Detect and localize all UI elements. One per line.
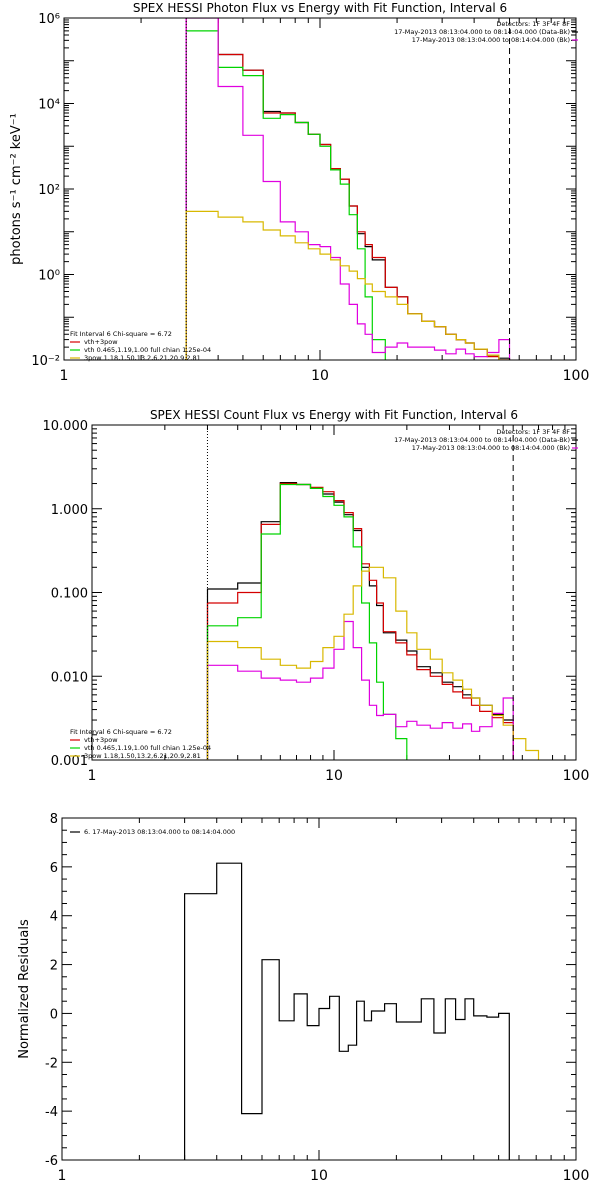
x-tick-label: 10: [325, 768, 343, 784]
series-line-3: [185, 30, 386, 360]
legend-header: Fit Interval 6 Chi-square = 6.72: [70, 728, 172, 736]
y-tick-label: 1.000: [51, 503, 88, 518]
y-tick-label: 0.100: [51, 587, 88, 602]
x-tick-label: 10: [310, 1168, 328, 1184]
legend-entry: 3pow 1.18,1.50,13.2,6.21,20.9,2.81: [84, 354, 201, 362]
series-line-5: [206, 566, 540, 760]
legend-entry: 3pow 1.18,1.50,13.2,6.21,20.9,2.81: [84, 752, 201, 760]
chart-panel-1: SPEX HESSI Photon Flux vs Energy with Fi…: [9, 1, 589, 384]
info-line: 17-May-2013 08:13:04.000 to 08:14:04.000…: [394, 28, 570, 36]
y-tick-label: 10.000: [43, 419, 89, 434]
info-line: 17-May-2013 08:13:04.000 to 08:14:04.000…: [394, 436, 570, 444]
legend-entry: vth+3pow: [84, 736, 118, 744]
info-line: 17-May-2013 08:13:04.000 to 08:14:04.000…: [412, 36, 570, 44]
series-line-1: [184, 862, 510, 1160]
y-axis-label: Normalized Residuals: [17, 919, 32, 1059]
legend-header: Fit Interval 6 Chi-square = 6.72: [70, 330, 172, 338]
info-line: Detectors: 1F 3F 4F 8F: [496, 428, 570, 436]
y-tick-label: 0: [50, 1007, 58, 1022]
series-line-2: [206, 482, 514, 760]
x-tick-label: 100: [563, 368, 590, 384]
series-line-4: [185, 18, 511, 360]
y-tick-label: 0.010: [51, 670, 88, 685]
info-line: Detectors: 1F 3F 4F 8F: [496, 20, 570, 28]
series-line-5: [185, 210, 511, 360]
series-line-1: [185, 18, 511, 360]
series-line-1: [206, 482, 514, 760]
chart-panel-3: 1 10 100 -6 -4 -2 0 2 4 6 8 Normalized Residuals 6. …: [17, 812, 590, 1184]
plot-frame: [91, 424, 577, 761]
y-tick-label: -4: [45, 1105, 58, 1120]
y-tick-label: 0.001: [51, 754, 88, 769]
chart-panel-2: SPEX HESSI Count Flux vs Energy with Fit…: [43, 408, 590, 784]
y-axis-label: photons s⁻¹ cm⁻² keV⁻¹: [9, 113, 24, 265]
chart-title: SPEX HESSI Photon Flux vs Energy with Fi…: [133, 1, 507, 15]
chart-title: SPEX HESSI Count Flux vs Energy with Fit…: [150, 408, 518, 422]
info-line: 17-May-2013 08:13:04.000 to 08:14:04.000…: [412, 444, 570, 452]
x-tick-label: 100: [563, 768, 590, 784]
x-tick-label: 1: [88, 768, 97, 784]
legend-entry: vth+3pow: [84, 338, 118, 346]
y-tick-label: 4: [50, 910, 58, 925]
x-tick-label: 1: [60, 368, 69, 384]
x-tick-label: 100: [563, 1168, 590, 1184]
y-tick-label: 10⁻²: [31, 354, 60, 369]
x-tick-label: 10: [311, 368, 329, 384]
y-tick-label: -2: [45, 1056, 58, 1071]
y-tick-label: 10²: [38, 183, 60, 198]
y-tick-label: -6: [45, 1154, 58, 1169]
legend-entry: vth 0.465,1.19,1.00 full chian 1.25e-04: [84, 744, 211, 752]
plot-frame: [61, 817, 577, 1161]
y-tick-label: 6: [50, 861, 58, 876]
legend-entry: vth 0.465,1.19,1.00 full chian 1.25e-04: [84, 346, 211, 354]
y-tick-label: 10⁶: [38, 12, 60, 27]
series-line-4: [206, 620, 514, 760]
x-tick-label: 1: [58, 1168, 67, 1184]
y-tick-label: 10⁰: [38, 269, 60, 284]
series-line-3: [206, 483, 408, 760]
legend-entry: 6. 17-May-2013 08:13:04.000 to 08:14:04.…: [84, 828, 235, 836]
y-tick-label: 2: [50, 959, 58, 974]
y-tick-label: 10⁴: [38, 98, 60, 113]
plot-frame: [63, 17, 577, 361]
y-tick-label: 8: [50, 812, 58, 827]
